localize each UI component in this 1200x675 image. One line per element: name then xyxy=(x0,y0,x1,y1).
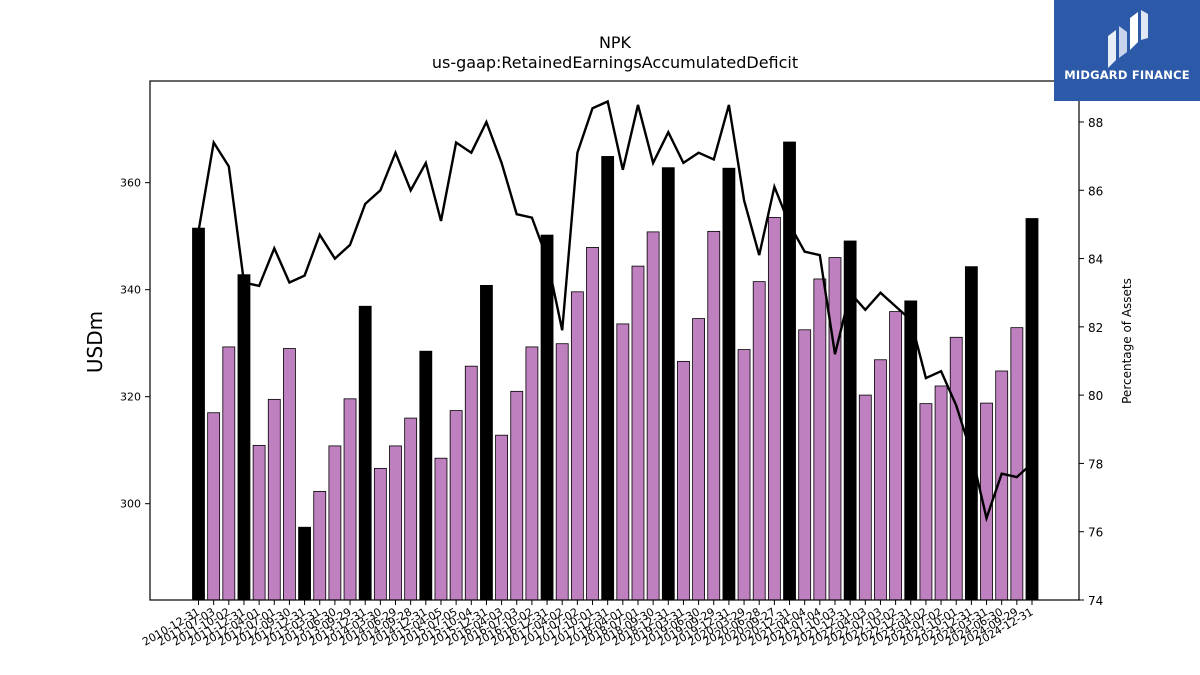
bar-2020-06-28 xyxy=(752,281,766,601)
y-right-tick-label: 88 xyxy=(1088,116,1103,130)
bar-2012-07-01 xyxy=(267,398,281,601)
bar-2020-09-27 xyxy=(767,217,781,601)
chart-subtitle: us-gaap:RetainedEarningsAccumulatedDefic… xyxy=(432,53,798,72)
bar-2018-09-30 xyxy=(646,231,660,601)
bar-2014-12-31 xyxy=(419,350,433,601)
y-left-tick-label: 320 xyxy=(120,391,141,404)
bar-2017-04-02 xyxy=(555,343,569,601)
y-left-tick-label: 360 xyxy=(120,177,141,190)
bar-2012-04-01 xyxy=(252,444,266,601)
bar-2018-04-01 xyxy=(616,323,630,601)
bar-2011-12-31 xyxy=(237,274,251,601)
bar-2015-10-04 xyxy=(464,365,478,601)
bar-2021-10-03 xyxy=(828,257,842,601)
chart-title: NPK xyxy=(599,33,632,52)
y-right-tick-label: 80 xyxy=(1088,389,1103,403)
bar-2014-03-30 xyxy=(373,467,387,601)
bar-2020-12-31 xyxy=(783,141,796,601)
bar-2022-07-03 xyxy=(874,359,887,601)
bar-2012-09-30 xyxy=(283,348,296,601)
bar-2023-04-02 xyxy=(919,403,933,601)
logo-mark-icon xyxy=(1108,10,1148,68)
bar-2023-12-31 xyxy=(964,266,978,601)
bar-2021-07-04 xyxy=(813,278,827,601)
y-right-tick-label: 86 xyxy=(1088,184,1103,198)
y-right-tick-label: 78 xyxy=(1088,457,1103,471)
bar-2014-06-29 xyxy=(389,445,402,601)
bar-2015-04-05 xyxy=(434,457,448,601)
bar-2014-09-28 xyxy=(404,417,418,601)
bar-2023-10-01 xyxy=(949,336,963,601)
bar-2016-12-31 xyxy=(540,234,554,601)
y-axis-right: 74 76 78 80 82 84 86 88 xyxy=(1079,116,1103,608)
bar-2024-12-31 xyxy=(1025,218,1039,601)
percentage-of-assets-line xyxy=(197,99,1033,523)
bar-2016-10-02 xyxy=(525,346,539,601)
bar-2018-07-01 xyxy=(631,265,645,601)
plot-frame xyxy=(149,80,1080,601)
y-right-tick-label: 74 xyxy=(1088,594,1103,608)
bar-2022-04-03 xyxy=(858,394,872,601)
bar-2020-03-29 xyxy=(737,349,751,601)
bar-2013-12-31 xyxy=(358,305,372,601)
bar-2011-07-03 xyxy=(207,412,221,601)
bar-2019-06-30 xyxy=(692,318,705,601)
bar-2017-07-02 xyxy=(570,291,584,601)
y-right-tick-label: 82 xyxy=(1088,321,1103,335)
y-right-tick-label: 84 xyxy=(1088,253,1103,267)
y-left-tick-label: 300 xyxy=(120,498,141,511)
bar-2016-04-03 xyxy=(495,434,508,601)
bar-2010-12-31 xyxy=(192,227,205,601)
y-axis-left: 300 320 340 360 xyxy=(120,177,150,511)
bar-2018-12-31 xyxy=(661,167,675,601)
midgard-finance-logo: MIDGARD FINANCE xyxy=(1054,0,1200,101)
y-right-tick-label: 76 xyxy=(1088,526,1103,540)
logo-text: MIDGARD FINANCE xyxy=(1064,68,1190,82)
x-axis: 2010-12-312011-07-032011-10-022011-12-31… xyxy=(140,600,1036,649)
bar-2022-12-31 xyxy=(904,300,918,601)
bar-2019-12-31 xyxy=(722,167,736,601)
bar-2021-04-04 xyxy=(798,329,812,601)
bar-series xyxy=(192,141,1039,601)
y-axis-left-label: USDm xyxy=(83,311,107,373)
bar-2024-09-29 xyxy=(1010,327,1024,601)
y-axis-right-label: Percentage of Assets xyxy=(1120,278,1134,404)
bar-2013-03-31 xyxy=(313,490,327,601)
bar-2011-10-02 xyxy=(222,346,236,601)
bar-2013-09-29 xyxy=(343,398,357,601)
bar-2023-07-02 xyxy=(934,385,948,601)
bar-2019-03-31 xyxy=(677,360,690,601)
bar-2015-12-31 xyxy=(480,284,493,601)
bar-2012-12-31 xyxy=(298,526,311,601)
y-left-tick-label: 340 xyxy=(120,284,141,297)
bar-2015-07-05 xyxy=(449,410,463,601)
bar-2017-12-31 xyxy=(601,156,615,601)
bar-2022-10-02 xyxy=(889,311,903,601)
bar-2017-10-01 xyxy=(586,247,599,601)
bar-2013-06-30 xyxy=(328,445,342,601)
bar-2016-07-03 xyxy=(510,390,524,601)
bar-2019-09-29 xyxy=(707,230,721,601)
